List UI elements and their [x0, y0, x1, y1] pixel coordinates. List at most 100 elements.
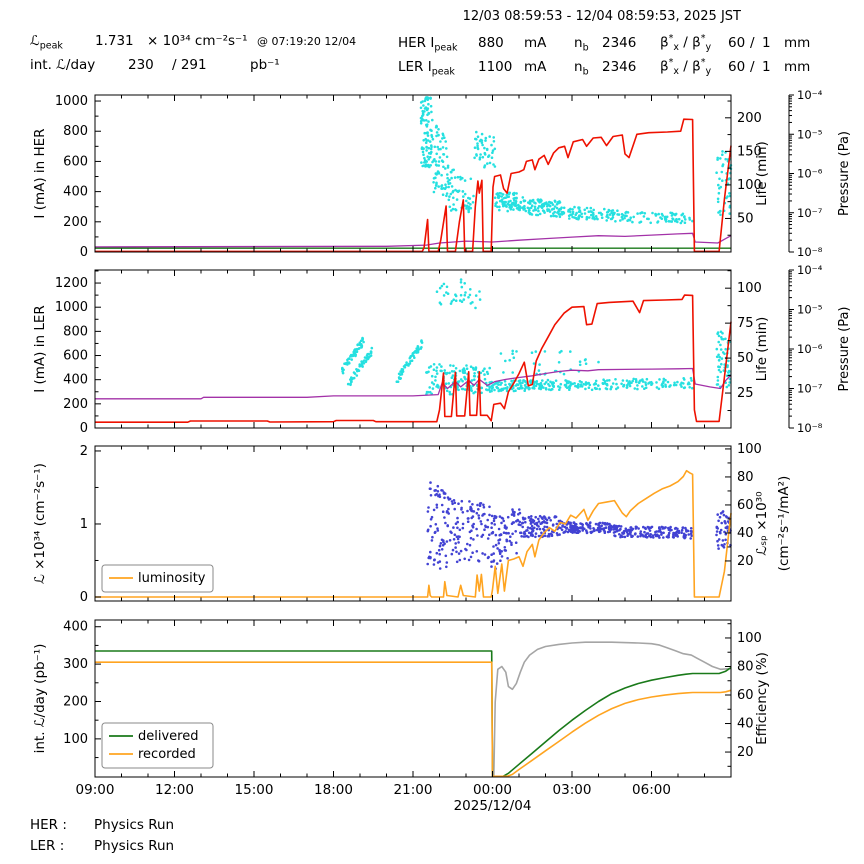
intl-recorded: 230 [128, 57, 154, 73]
lpeak-label: ℒpeak [30, 33, 95, 52]
ytick-label: 200 [63, 215, 88, 230]
panel-her: 0 200 400 600 800 1000 I (mA) in HER 50 100 150 20… [32, 88, 852, 260]
ytick-label: 1 [80, 517, 88, 532]
y-axis-title: I (mA) in LER [32, 305, 48, 393]
ytick-label-right: 20 [737, 554, 754, 569]
ytick-label: 600 [63, 349, 88, 364]
y-axis-title: ℒ ×10³⁴ (cm⁻²s⁻¹) [32, 463, 48, 584]
her-ipeak-unit: mA [524, 34, 547, 51]
her-beta-slash: / [750, 34, 755, 51]
ytick-label: 0 [80, 421, 88, 436]
ytick-label: 1000 [55, 300, 88, 315]
ytick-label: 800 [63, 324, 88, 339]
pressure-tick-label: 10⁻⁴ [797, 88, 823, 102]
y-axis-title: I (mA) in HER [32, 128, 48, 218]
intl-delivered: / 291 [172, 57, 207, 73]
her-run-value: Physics Run [94, 817, 175, 833]
right-axis-title: Life (min) [754, 141, 770, 206]
legend-label: luminosity [138, 571, 206, 586]
pressure-tick-label: 10⁻⁸ [797, 421, 823, 435]
her-beta-unit: mm [784, 34, 811, 51]
pressure-tick-label: 10⁻⁷ [797, 206, 823, 220]
series-luminosity [95, 469, 732, 598]
series-recorded [95, 661, 732, 778]
intl-unit: pb⁻¹ [250, 57, 280, 73]
series-delivered [95, 650, 732, 778]
ytick-label: 300 [63, 657, 88, 672]
ler-run-type-row: LER : Physics Run [30, 838, 174, 854]
x-axis-date-label: 2025/12/04 [454, 798, 532, 814]
ytick-label-right: 75 [737, 316, 754, 331]
legend-luminosity: luminosity [101, 564, 214, 593]
ytick-label-right: 50 [737, 351, 754, 366]
her-ipeak-value: 880 [478, 34, 504, 51]
ytick-label-right: 50 [737, 211, 754, 226]
pressure-tick-label: 10⁻⁵ [797, 303, 823, 317]
her-beta-label: β*x / β*y [660, 33, 712, 54]
her-betay-value: 1 [762, 34, 771, 51]
her-nb-value: 2346 [602, 34, 637, 51]
ytick-label-right: 200 [737, 111, 762, 126]
ytick-label: 400 [63, 185, 88, 200]
y-axis-title: int. ℒ/day (pb⁻¹) [32, 644, 48, 754]
pressure-tick-label: 10⁻⁷ [797, 382, 823, 396]
ytick-label-right: 80 [737, 659, 754, 674]
right-axis-title: ℒₛₚ ×10³⁰ [754, 491, 770, 555]
her-ipeak-label: HER Ipeak [398, 34, 458, 54]
ler-betay-value: 1 [762, 58, 771, 75]
ler-ipeak-label: LER Ipeak [398, 58, 455, 78]
right-axis-title: (cm⁻²s⁻¹/mA²) [776, 476, 792, 572]
ytick-label-right: 40 [737, 717, 754, 732]
series-ler-pressure [95, 367, 732, 400]
legend-label: delivered [138, 729, 198, 744]
ler-ipeak-value: 1100 [478, 58, 513, 75]
pressure-tick-label: 10⁻⁶ [797, 167, 823, 181]
ler-beta-unit: mm [784, 58, 811, 75]
date-range: 12/03 08:59:53 - 12/04 08:59:53, 2025 JS… [462, 9, 741, 24]
xtick-label: 00:00 [473, 782, 512, 798]
ytick-label-right: 100 [737, 442, 762, 457]
ler-stats-row: LER Ipeak 1100 mA nb 2346 β*x / β*y 60 /… [398, 57, 810, 77]
ytick-label: 0 [80, 245, 88, 260]
series-efficiency [493, 641, 732, 777]
ytick-label: 200 [63, 694, 88, 709]
xtick-label: 21:00 [394, 782, 433, 798]
ler-betax-value: 60 [728, 58, 746, 75]
pressure-axis-title: Pressure (Pa) [837, 131, 852, 216]
legend-label: recorded [138, 747, 196, 762]
ytick-label-right: 60 [737, 498, 754, 513]
panel-integrated: 100 200 300 400 int. ℒ/day (pb⁻¹) 20 40 60 80 100… [32, 619, 770, 814]
pressure-axis-title: Pressure (Pa) [837, 306, 852, 391]
ytick-label-right: 25 [737, 386, 754, 401]
series-her-pressure [94, 232, 732, 248]
ler-nb-label: nb [574, 58, 589, 78]
lpeak-sub: peak [39, 40, 63, 52]
integrated-luminosity-row: int. ℒ/day 230 / 291 pb⁻¹ [30, 57, 280, 73]
ytick-label-right: 20 [737, 745, 754, 760]
pressure-tick-label: 10⁻⁴ [797, 263, 823, 277]
ytick-label: 600 [63, 154, 88, 169]
lpeak-timestamp: @ 07:19:20 12/04 [257, 35, 357, 48]
ytick-label: 1200 [55, 276, 88, 291]
ler-ipeak-unit: mA [524, 58, 547, 75]
ytick-label-right: 60 [737, 688, 754, 703]
legend-integrated: delivered recorded [101, 722, 214, 769]
her-nb-label: nb [574, 34, 589, 54]
scatter-specific-luminosity [426, 481, 732, 570]
ler-beta-label: β*x / β*y [660, 57, 712, 78]
pressure-tick-label: 10⁻⁸ [797, 245, 823, 259]
scatter-her-lifetime [419, 96, 733, 225]
ytick-label: 1000 [55, 94, 88, 109]
ytick-label: 100 [63, 732, 88, 747]
her-run-type-row: HER : Physics Run [30, 817, 174, 833]
ytick-label: 400 [63, 373, 88, 388]
pressure-tick-label: 10⁻⁵ [797, 127, 823, 141]
ytick-label: 0 [80, 590, 88, 605]
panel-luminosity: 0 1 2 ℒ ×10³⁴ (cm⁻²s⁻¹) 20 40 60 80 100 ℒₛₚ ×10³⁰… [32, 442, 792, 605]
ler-run-label: LER : [30, 838, 65, 854]
ytick-label-right: 40 [737, 526, 754, 541]
lpeak-value: 1.731 [95, 33, 134, 49]
ytick-label-right: 80 [737, 470, 754, 485]
series-ler-current [95, 294, 732, 424]
